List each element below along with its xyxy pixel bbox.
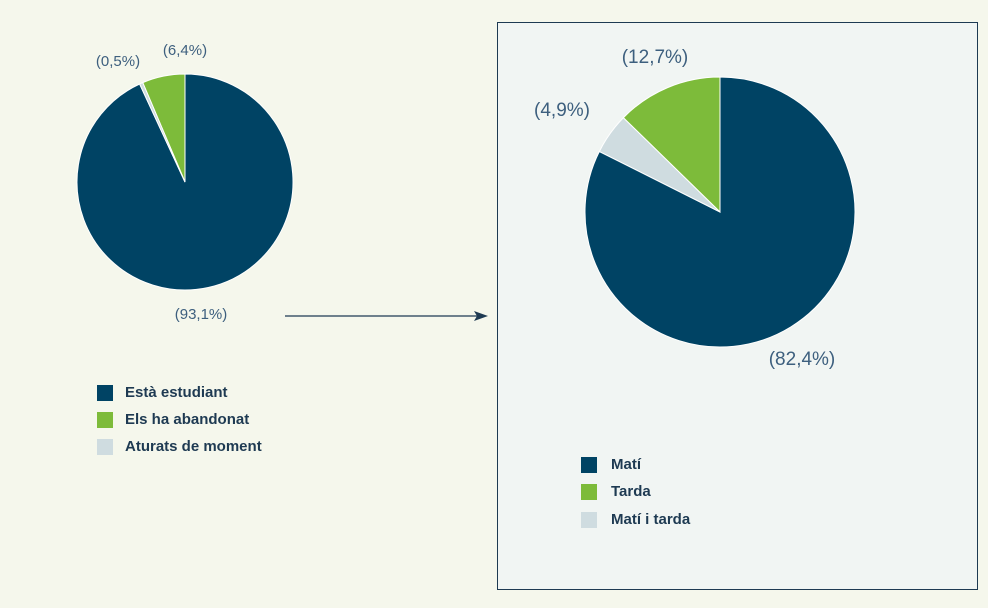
legend-label: Està estudiant bbox=[125, 384, 228, 401]
arrow-head bbox=[474, 311, 488, 321]
value-label: (0,5%) bbox=[96, 53, 140, 70]
pie-slice bbox=[138, 81, 186, 183]
pie-slice bbox=[598, 117, 721, 213]
legend-swatch bbox=[581, 484, 597, 500]
value-label: (4,9%) bbox=[534, 100, 590, 121]
legend-label: Matí i tarda bbox=[611, 511, 691, 528]
legend-swatch bbox=[581, 457, 597, 473]
legend-swatch bbox=[581, 512, 597, 528]
value-label: (82,4%) bbox=[769, 349, 836, 370]
legend-swatch bbox=[97, 439, 113, 455]
value-label: (12,7%) bbox=[622, 47, 689, 68]
legend-label: Els ha abandonat bbox=[125, 411, 249, 428]
legend-swatch bbox=[97, 385, 113, 401]
value-label: (6,4%) bbox=[163, 42, 207, 59]
legend-label: Matí bbox=[611, 456, 642, 473]
legend-swatch bbox=[97, 412, 113, 428]
legend-label: Aturats de moment bbox=[125, 438, 262, 455]
legend-label: Tarda bbox=[611, 483, 651, 500]
pie-slice bbox=[622, 76, 721, 214]
value-label: (93,1%) bbox=[175, 306, 228, 323]
